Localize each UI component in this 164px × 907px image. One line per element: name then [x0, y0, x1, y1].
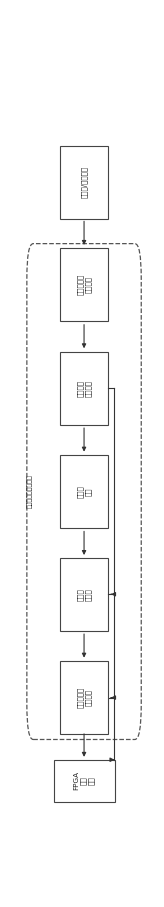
Text: 滤波及模数
转换电路: 滤波及模数 转换电路	[77, 687, 91, 708]
FancyBboxPatch shape	[60, 558, 108, 631]
Text: 固定增
幅器: 固定增 幅器	[77, 485, 91, 498]
FancyBboxPatch shape	[60, 249, 108, 321]
FancyBboxPatch shape	[60, 352, 108, 424]
Text: 传感器/电压信号: 传感器/电压信号	[81, 166, 87, 199]
Text: 固定增
益电路: 固定增 益电路	[77, 588, 91, 600]
Text: 电压量程
选择电路: 电压量程 选择电路	[77, 380, 91, 396]
FancyBboxPatch shape	[60, 661, 108, 735]
Text: 模数转换及调理电路: 模数转换及调理电路	[27, 474, 32, 509]
FancyBboxPatch shape	[60, 455, 108, 528]
FancyBboxPatch shape	[60, 145, 108, 219]
FancyBboxPatch shape	[53, 760, 114, 802]
Text: 交直流耦合
选择电路: 交直流耦合 选择电路	[77, 274, 91, 296]
Text: FPGA
控制
电路: FPGA 控制 电路	[73, 771, 95, 790]
